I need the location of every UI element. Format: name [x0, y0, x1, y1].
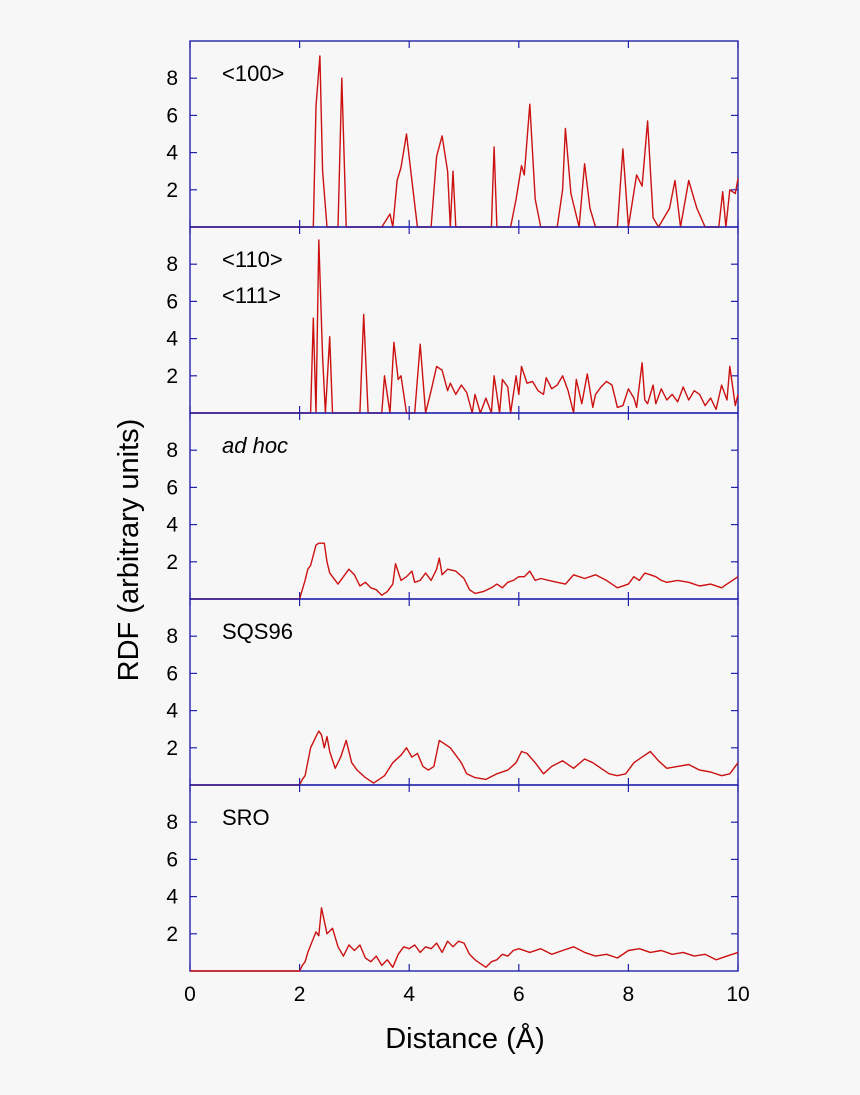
panel-5: 2 4 6 8 SRO	[166, 784, 739, 972]
y-tick-label: 2	[166, 365, 178, 388]
y-tick-label: 4	[166, 328, 178, 351]
rdf-series-line	[190, 730, 739, 786]
panel-label: <110>	[222, 247, 283, 272]
y-tick-label: 6	[166, 848, 178, 871]
panel-4: 2 4 6 8 SQS96	[166, 598, 739, 786]
y-tick-label: 6	[166, 476, 178, 499]
y-tick-label: 8	[166, 253, 178, 276]
y-tick-label: 2	[166, 923, 178, 946]
y-tick-label: 2	[166, 551, 178, 574]
x-tick-label: 10	[726, 983, 749, 1006]
x-tick-label: 4	[403, 983, 415, 1006]
y-tick-label: 4	[166, 142, 178, 165]
y-tick-label: 4	[166, 700, 178, 723]
panel-frame	[189, 784, 739, 972]
y-tick-label: 6	[166, 662, 178, 685]
panel-3: 2 4 6 8 ad hoc	[166, 412, 739, 600]
y-axis-title: RDF (arbitrary units)	[113, 419, 145, 682]
panel-label: ad hoc	[222, 433, 288, 458]
x-tick-label: 2	[294, 983, 306, 1006]
panel-label: SRO	[222, 805, 270, 830]
rdf-series-line	[190, 542, 739, 600]
panel-1: 2 4 6 8 <100>	[166, 40, 739, 228]
rdf-series-line	[190, 55, 739, 228]
x-axis-title: Distance (Å)	[385, 1022, 545, 1055]
y-tick-label: 4	[166, 886, 178, 909]
x-tick-label: 6	[513, 983, 525, 1006]
panel-label: SQS96	[222, 619, 293, 644]
panels-group: 2 4 6 8 <100> 2 4 6 8 <110> <111> 2 4 6 8 ad hoc 2 4 6 8 SQS…	[166, 40, 739, 972]
y-tick-label: 2	[166, 737, 178, 760]
rdf-series-line	[190, 907, 739, 972]
x-axis-tick-labels: 0 2 4 6 8 10	[184, 983, 750, 1006]
x-tick-label: 0	[184, 983, 196, 1006]
panel-label: <111>	[222, 283, 281, 308]
y-tick-label: 4	[166, 514, 178, 537]
rdf-series-line	[190, 239, 739, 414]
y-tick-label: 8	[166, 439, 178, 462]
x-tick-label: 8	[623, 983, 635, 1006]
y-tick-label: 2	[166, 179, 178, 202]
y-tick-label: 8	[166, 67, 178, 90]
y-tick-label: 8	[166, 811, 178, 834]
panel-2: 2 4 6 8 <110> <111>	[166, 226, 739, 414]
y-tick-label: 6	[166, 290, 178, 313]
y-tick-label: 6	[166, 104, 178, 127]
y-tick-label: 8	[166, 625, 178, 648]
panel-label: <100>	[222, 61, 284, 86]
